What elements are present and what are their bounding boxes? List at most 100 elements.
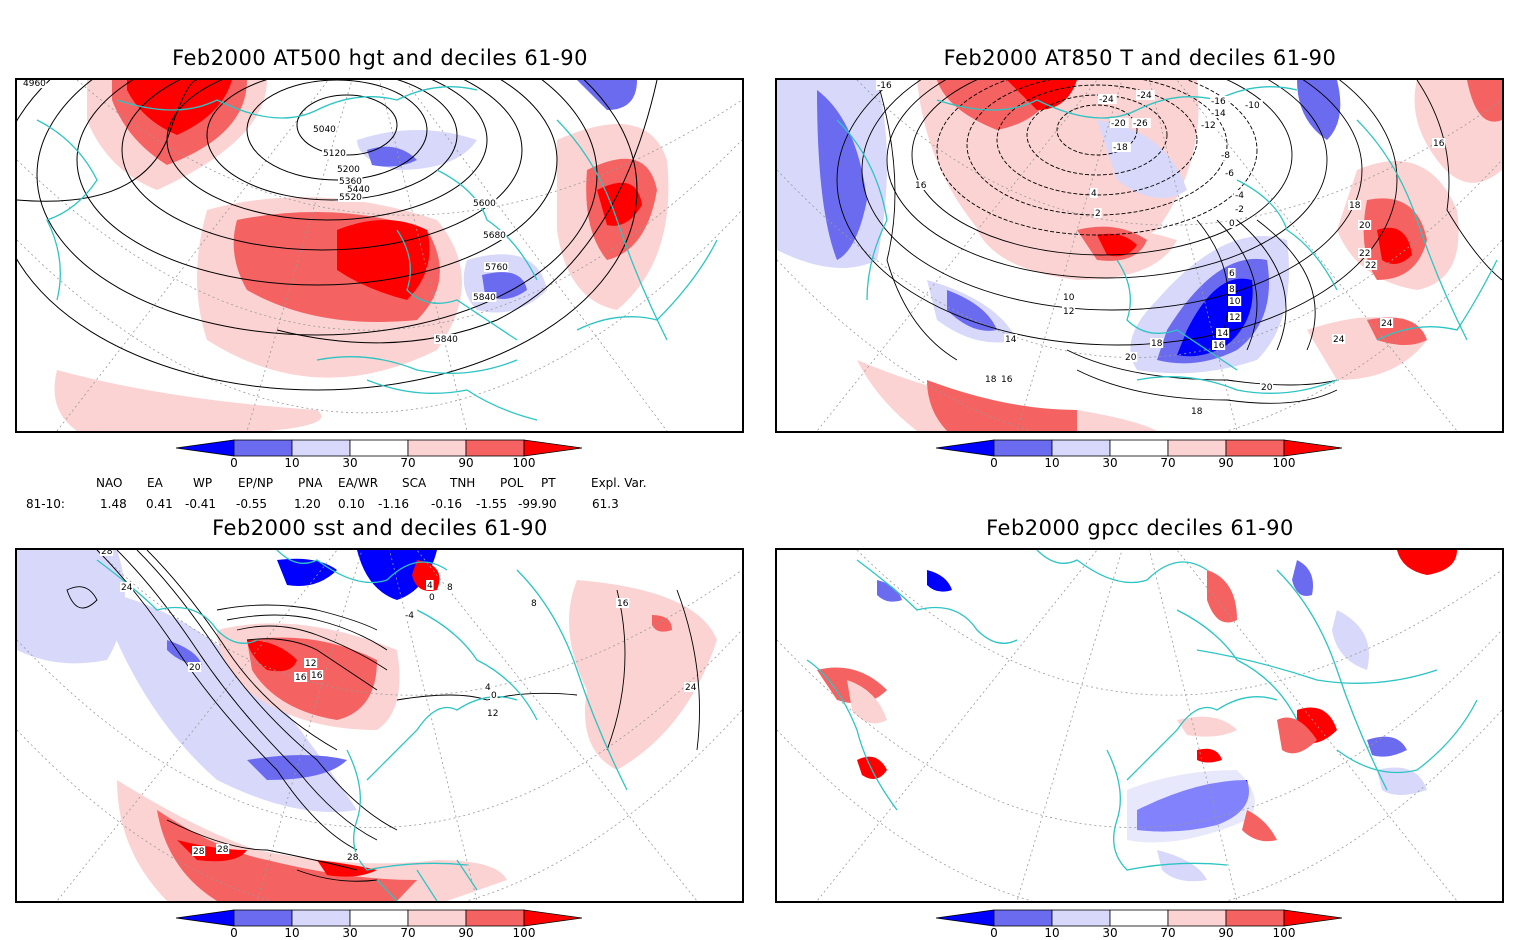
contour-label-bg [490, 690, 498, 700]
contour-label: -12 [1201, 121, 1216, 131]
colorbar-segment [993, 909, 1053, 927]
colorbar-segment [407, 909, 467, 927]
contour-label: 18 [985, 375, 997, 385]
contour-label-bg [346, 184, 371, 194]
index-header-eawr: EA/WR [338, 476, 379, 490]
contour-label-bg [1132, 118, 1151, 128]
contour-label: 5120 [323, 149, 346, 159]
colorbar-tick-label: 0 [230, 456, 238, 470]
contour-label-bg [1210, 96, 1229, 106]
panel4-map [775, 548, 1504, 903]
contour-label-bg [484, 682, 492, 692]
contour-label: 28 [101, 550, 113, 557]
index-header-sca: SCA [402, 476, 427, 490]
colorbar-segment-high [1283, 439, 1343, 457]
contour-label: 22 [1365, 261, 1376, 271]
colorbar-segment-high [1283, 909, 1343, 927]
contour-label: 28 [347, 853, 359, 863]
contour-label: -24 [1137, 91, 1152, 101]
index-value-epnp: -0.55 [236, 497, 268, 511]
contour-label-bg [22, 80, 47, 88]
panel2-title: Feb2000 AT850 T and deciles 61-90 [943, 46, 1337, 70]
contour-label-bg [1210, 108, 1229, 118]
colorbar-2: 0 10 30 70 90 100 [935, 439, 1346, 477]
colorbar-segment-low [175, 909, 235, 927]
colorbar-segment-high [523, 439, 583, 457]
colorbar-segment-high [523, 909, 583, 927]
contour-label: 5760 [485, 263, 508, 273]
colorbar-tick-label: 30 [1102, 926, 1118, 940]
colorbar-tick-label: 0 [990, 456, 998, 470]
contour-label-bg [1348, 200, 1362, 210]
contour-label-bg [472, 198, 497, 208]
contour-label: 10 [1229, 297, 1241, 307]
contour-label: 5840 [435, 335, 458, 345]
panel2-map: -16 -24 -24 -26 -20 -18 -16 -14 -12 -10 -8 -6 -4 -2 0 2… [775, 78, 1504, 433]
colorbar-tick-label: 70 [1160, 456, 1176, 470]
contour-label-bg [310, 670, 324, 680]
contour-label-bg [1228, 218, 1236, 228]
contour-label: 5520 [339, 193, 362, 203]
colorbar-segment [465, 909, 525, 927]
contour-label: 4960 [23, 80, 46, 89]
contour-label-bg [1000, 374, 1014, 384]
contour-label: 20 [189, 663, 201, 673]
colorbar-segment [1225, 909, 1285, 927]
contour-label-bg [1228, 284, 1236, 294]
contour-label: 5440 [347, 185, 370, 195]
contour-label: 24 [1381, 319, 1393, 329]
colorbar-segment [233, 439, 293, 457]
colorbar-segment-low [175, 439, 235, 457]
contour-label: 20 [1359, 221, 1371, 231]
contour-label: -14 [1211, 109, 1226, 119]
contour-label-bg [1150, 338, 1164, 348]
colorbar-segment [465, 439, 525, 457]
contour-label-bg [120, 582, 134, 592]
panel3-title: Feb2000 sst and deciles 61-90 [212, 516, 548, 540]
contour-label: 12 [1063, 307, 1074, 317]
index-row-label: 81-10: [26, 497, 65, 511]
colorbar-tick-label: 90 [458, 926, 474, 940]
contour-label-bg [1332, 334, 1346, 344]
contour-label-bg [304, 658, 318, 668]
contour-label: 16 [617, 599, 629, 609]
contour-label: 16 [915, 181, 927, 191]
index-value-pna: 1.20 [294, 497, 321, 511]
index-header-epnp: EP/NP [238, 476, 274, 490]
colorbar-segment [1167, 909, 1227, 927]
contour-label: 18 [1349, 201, 1361, 211]
contour-label-bg [1364, 260, 1378, 270]
contour-label-bg [914, 180, 928, 190]
contour-label-bg [100, 550, 114, 556]
contour-label-bg [426, 580, 434, 590]
panel3-map: 28 24 20 16 12 8 4 0 -4 8 4 0 12 16 24 28 28 28 16 [15, 548, 744, 903]
colorbar-tick-label: 90 [1218, 926, 1234, 940]
contour-label: 5040 [313, 125, 336, 135]
colorbar-tick-label: 100 [512, 456, 536, 470]
colorbar-tick-label: 70 [1160, 926, 1176, 940]
index-value-tnh: -0.16 [431, 497, 463, 511]
colorbar-tick-label: 10 [1044, 926, 1060, 940]
contour-label: -18 [1113, 143, 1128, 153]
panel1-title: Feb2000 AT500 hgt and deciles 61-90 [172, 46, 588, 70]
colorbar-tick-label: 10 [284, 456, 300, 470]
contour-label: 20 [1125, 353, 1137, 363]
contour-label-bg [1200, 120, 1219, 130]
colorbar-segment [1051, 909, 1111, 927]
contour-label-bg [1234, 190, 1248, 200]
colorbar-tick-label: 100 [1272, 456, 1296, 470]
colorbar-segment [1225, 439, 1285, 457]
colorbar-2-svg [935, 439, 1343, 457]
colorbar-segment [1109, 909, 1169, 927]
contour-label: 2 [1095, 209, 1101, 219]
panel4-svg [777, 550, 1502, 901]
contour-label: 14 [1217, 329, 1229, 339]
contour-label-bg [1090, 188, 1098, 198]
colorbar-tick-label: 100 [512, 926, 536, 940]
contour-label-bg [616, 598, 630, 608]
contour-label: -8 [1221, 151, 1230, 161]
contour-label-bg [1244, 100, 1263, 110]
contour-label: 5200 [337, 165, 360, 175]
contour-label-bg [486, 708, 500, 718]
